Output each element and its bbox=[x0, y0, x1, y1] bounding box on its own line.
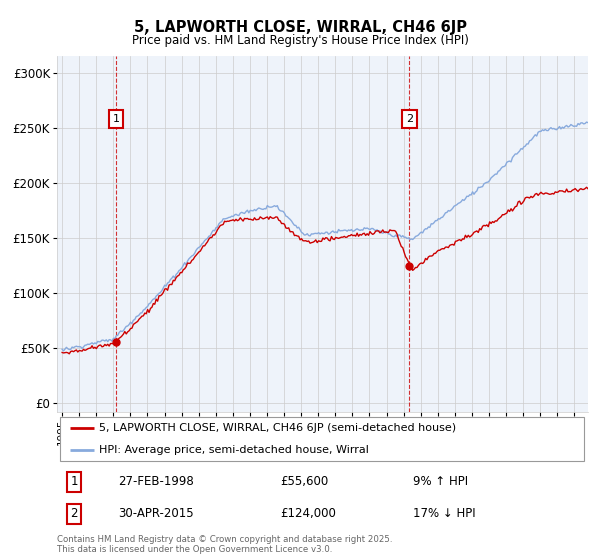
Text: 27-FEB-1998: 27-FEB-1998 bbox=[118, 475, 194, 488]
Text: Contains HM Land Registry data © Crown copyright and database right 2025.
This d: Contains HM Land Registry data © Crown c… bbox=[57, 535, 392, 554]
Text: 2: 2 bbox=[70, 507, 78, 520]
Text: 17% ↓ HPI: 17% ↓ HPI bbox=[413, 507, 475, 520]
Text: £55,600: £55,600 bbox=[280, 475, 328, 488]
Text: Price paid vs. HM Land Registry's House Price Index (HPI): Price paid vs. HM Land Registry's House … bbox=[131, 34, 469, 46]
Text: 1: 1 bbox=[112, 114, 119, 124]
FancyBboxPatch shape bbox=[59, 417, 584, 461]
Text: 2: 2 bbox=[406, 114, 413, 124]
Text: £124,000: £124,000 bbox=[280, 507, 336, 520]
Text: 5, LAPWORTH CLOSE, WIRRAL, CH46 6JP (semi-detached house): 5, LAPWORTH CLOSE, WIRRAL, CH46 6JP (sem… bbox=[100, 423, 457, 433]
Text: 9% ↑ HPI: 9% ↑ HPI bbox=[413, 475, 468, 488]
Text: 5, LAPWORTH CLOSE, WIRRAL, CH46 6JP: 5, LAPWORTH CLOSE, WIRRAL, CH46 6JP bbox=[133, 20, 467, 35]
Text: HPI: Average price, semi-detached house, Wirral: HPI: Average price, semi-detached house,… bbox=[100, 445, 370, 455]
Text: 30-APR-2015: 30-APR-2015 bbox=[118, 507, 194, 520]
Text: 1: 1 bbox=[70, 475, 78, 488]
